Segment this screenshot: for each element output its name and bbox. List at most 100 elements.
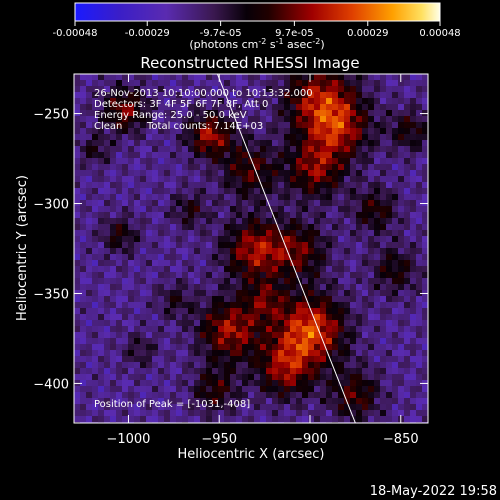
heatmap-cell bbox=[380, 326, 386, 332]
heatmap-cell bbox=[146, 206, 152, 212]
heatmap-cell bbox=[164, 128, 170, 134]
heatmap-cell bbox=[380, 374, 386, 380]
heatmap-cell bbox=[158, 392, 164, 398]
heatmap-cell bbox=[188, 374, 194, 380]
heatmap-cell bbox=[194, 182, 200, 188]
heatmap-cell bbox=[278, 116, 284, 122]
heatmap-cell bbox=[278, 332, 284, 338]
heatmap-cell bbox=[128, 314, 134, 320]
heatmap-cell bbox=[200, 272, 206, 278]
heatmap-cell bbox=[206, 398, 212, 404]
heatmap-cell bbox=[332, 362, 338, 368]
heatmap-cell bbox=[242, 254, 248, 260]
heatmap-cell bbox=[218, 308, 224, 314]
heatmap-cell bbox=[164, 80, 170, 86]
heatmap-cell bbox=[104, 416, 110, 422]
heatmap-cell bbox=[356, 284, 362, 290]
heatmap-cell bbox=[218, 218, 224, 224]
heatmap-cell bbox=[104, 248, 110, 254]
heatmap-cell bbox=[410, 194, 416, 200]
heatmap-cell bbox=[338, 80, 344, 86]
heatmap-cell bbox=[302, 200, 308, 206]
heatmap-cell bbox=[356, 356, 362, 362]
heatmap-cell bbox=[236, 134, 242, 140]
heatmap-cell bbox=[284, 128, 290, 134]
colorbar-ticks: -0.00048 -0.00029 -9.7e-05 9.7e-05 0.00029 0.… bbox=[53, 21, 461, 39]
heatmap-cell bbox=[98, 194, 104, 200]
heatmap-cell bbox=[98, 284, 104, 290]
heatmap-cell bbox=[86, 110, 92, 116]
heatmap-cell bbox=[74, 302, 80, 308]
heatmap-cell bbox=[314, 248, 320, 254]
heatmap-cell bbox=[290, 212, 296, 218]
heatmap-cell bbox=[260, 296, 266, 302]
heatmap-cell bbox=[140, 392, 146, 398]
heatmap-cell bbox=[224, 320, 230, 326]
heatmap-cell bbox=[284, 98, 290, 104]
heatmap-cell bbox=[218, 314, 224, 320]
heatmap-cell bbox=[362, 146, 368, 152]
heatmap-cell bbox=[92, 356, 98, 362]
heatmap-cell bbox=[110, 266, 116, 272]
heatmap-cell bbox=[164, 170, 170, 176]
heatmap-cell bbox=[254, 290, 260, 296]
heatmap-cell bbox=[386, 74, 392, 80]
heatmap-cell bbox=[296, 92, 302, 98]
heatmap-cell bbox=[176, 122, 182, 128]
heatmap-cell bbox=[236, 242, 242, 248]
heatmap-cell bbox=[128, 86, 134, 92]
heatmap-cell bbox=[398, 134, 404, 140]
heatmap-cell bbox=[92, 248, 98, 254]
heatmap-cell bbox=[242, 176, 248, 182]
heatmap-cell bbox=[200, 230, 206, 236]
heatmap-cell bbox=[338, 368, 344, 374]
heatmap-cell bbox=[254, 356, 260, 362]
heatmap-cell bbox=[248, 236, 254, 242]
heatmap-cell bbox=[320, 320, 326, 326]
heatmap-cell bbox=[110, 248, 116, 254]
heatmap-cell bbox=[368, 380, 374, 386]
heatmap-cell bbox=[344, 230, 350, 236]
heatmap-cell bbox=[188, 104, 194, 110]
heatmap-cell bbox=[260, 278, 266, 284]
heatmap-cell bbox=[116, 326, 122, 332]
heatmap-cell bbox=[80, 104, 86, 110]
heatmap-cell bbox=[104, 218, 110, 224]
heatmap-cell bbox=[128, 122, 134, 128]
heatmap-cell bbox=[302, 392, 308, 398]
heatmap-cell bbox=[374, 332, 380, 338]
heatmap-cell bbox=[158, 158, 164, 164]
heatmap-cell bbox=[368, 92, 374, 98]
y-tick-label: −250 bbox=[33, 108, 69, 123]
heatmap-cell bbox=[284, 158, 290, 164]
heatmap-cell bbox=[392, 116, 398, 122]
heatmap-cell bbox=[170, 248, 176, 254]
heatmap-cell bbox=[236, 374, 242, 380]
heatmap-cell bbox=[86, 344, 92, 350]
heatmap-cell bbox=[158, 86, 164, 92]
heatmap-cell bbox=[404, 212, 410, 218]
heatmap-cell bbox=[104, 134, 110, 140]
heatmap-cell bbox=[308, 380, 314, 386]
heatmap-cell bbox=[212, 188, 218, 194]
heatmap-cell bbox=[92, 374, 98, 380]
heatmap-cell bbox=[122, 266, 128, 272]
heatmap-cell bbox=[374, 176, 380, 182]
heatmap-cell bbox=[212, 350, 218, 356]
heatmap-cell bbox=[158, 248, 164, 254]
heatmap-cell bbox=[170, 404, 176, 410]
heatmap-cell bbox=[290, 86, 296, 92]
heatmap-cell bbox=[404, 272, 410, 278]
heatmap-cell bbox=[308, 200, 314, 206]
heatmap-cell bbox=[290, 206, 296, 212]
heatmap-cell bbox=[242, 200, 248, 206]
heatmap-cell bbox=[302, 350, 308, 356]
heatmap-cell bbox=[158, 98, 164, 104]
heatmap-cell bbox=[380, 410, 386, 416]
heatmap-cell bbox=[122, 224, 128, 230]
heatmap-cell bbox=[182, 332, 188, 338]
heatmap-cell bbox=[248, 404, 254, 410]
heatmap-cell bbox=[152, 368, 158, 374]
heatmap-cell bbox=[140, 404, 146, 410]
heatmap-cell bbox=[122, 158, 128, 164]
